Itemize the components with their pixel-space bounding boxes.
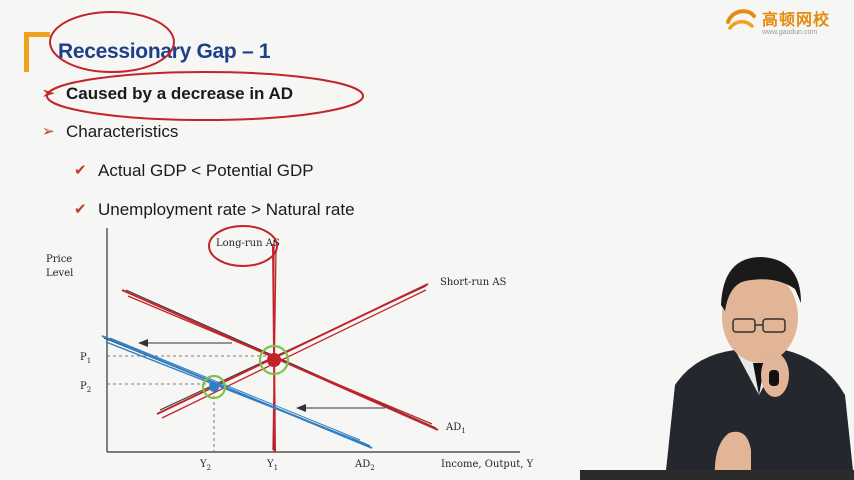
slide-title: Recessionary Gap – 1	[58, 40, 271, 63]
presenter-video	[665, 257, 854, 480]
red-annotation-strokes	[121, 225, 439, 453]
ad-as-diagram: Price Level Income, Output, Y Long-run A…	[46, 225, 534, 472]
bullet-text: Actual GDP < Potential GDP	[98, 161, 314, 180]
title-annotation-strokes	[46, 11, 364, 121]
logo-url: www.gaodun.com	[761, 29, 818, 36]
svg-text:Income, Output, Y: Income, Output, Y	[441, 459, 534, 470]
blue-annotation-strokes	[101, 335, 373, 449]
bullet-text: Unemployment rate > Natural rate	[98, 200, 355, 219]
bullet-characteristics: ➢ Characteristics	[42, 122, 179, 142]
y-axis-label-line1: Price	[46, 254, 72, 265]
check-bullet-icon: ✔	[74, 162, 87, 179]
p2-label: P2	[80, 381, 91, 394]
y1-label: Y1	[266, 459, 278, 472]
ad2-label: AD2	[354, 459, 375, 472]
logo-swirl-icon	[725, 9, 756, 30]
bullet-text: Caused by a decrease in AD	[66, 84, 294, 103]
short-run-as-label: Short-run AS	[440, 277, 507, 288]
y2-label: Y2	[199, 459, 211, 472]
shift-left-arrow-bottom	[296, 404, 385, 412]
ad1-label: AD1	[445, 422, 466, 435]
title-bracket-decoration	[24, 32, 50, 72]
x-axis-label: Income, Output, Y	[441, 459, 534, 470]
equilibrium-markers	[201, 344, 290, 400]
arrow-bullet-icon: ➢	[42, 123, 55, 140]
presenter-desk	[580, 470, 854, 480]
logo-name: 高顿网校	[761, 10, 830, 29]
bullet-text: Characteristics	[66, 122, 179, 141]
bullet-unemployment: ✔ Unemployment rate > Natural rate	[74, 200, 355, 220]
gaodun-logo: 高顿网校 www.gaodun.com	[724, 6, 830, 36]
y-axis-label-line2: Level	[46, 268, 73, 279]
check-bullet-icon: ✔	[74, 201, 87, 218]
bullet-actual-gdp: ✔ Actual GDP < Potential GDP	[74, 161, 314, 181]
p1-label: P1	[80, 352, 91, 365]
long-run-as-label: Long-run AS	[216, 238, 280, 249]
shift-left-arrow-top	[138, 339, 232, 347]
ad1-curve	[125, 289, 437, 429]
